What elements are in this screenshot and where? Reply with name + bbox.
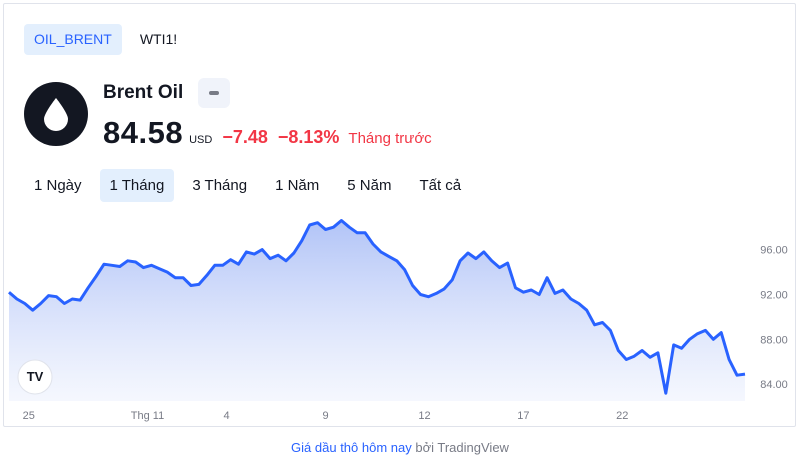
range-5y[interactable]: 5 Năm xyxy=(347,177,392,194)
y-tick-label: 88.00 xyxy=(760,334,788,346)
range-3m[interactable]: 3 Tháng xyxy=(192,177,248,194)
x-tick-label: Thg 11 xyxy=(131,410,164,422)
x-tick-label: 22 xyxy=(616,410,628,422)
price-line xyxy=(8,219,746,395)
instrument-name: Brent Oil xyxy=(103,82,184,103)
y-tick-label: 96.00 xyxy=(760,245,788,257)
y-tick-label: 92.00 xyxy=(760,289,788,301)
x-tick-label: 17 xyxy=(517,410,529,422)
oil-drop-icon xyxy=(24,82,88,146)
range-1d[interactable]: 1 Ngày xyxy=(34,177,82,194)
tab-oil-brent[interactable]: OIL_BRENT xyxy=(24,24,122,55)
price-area-fill xyxy=(9,220,745,401)
change-period: Tháng trước xyxy=(348,130,432,147)
attribution-link[interactable]: Giá dầu thô hôm nay xyxy=(291,440,412,455)
range-1y[interactable]: 1 Năm xyxy=(275,177,320,194)
x-tick-label: 9 xyxy=(322,410,328,422)
attribution: Giá dầu thô hôm nay bởi TradingView xyxy=(0,440,800,455)
price-change: −7.48 xyxy=(222,127,268,147)
range-all[interactable]: Tất cả xyxy=(419,177,462,194)
attribution-suffix: bởi TradingView xyxy=(415,440,509,455)
tab-wti[interactable]: WTI1! xyxy=(139,31,178,47)
x-tick-label: 4 xyxy=(224,410,230,422)
x-tick-label: 12 xyxy=(418,410,430,422)
minus-badge-icon xyxy=(198,78,230,108)
range-selector: 1 Ngày 1 Tháng 3 Tháng 1 Năm 5 Năm Tất c… xyxy=(24,169,471,202)
symbol-tabs: OIL_BRENT WTI1! xyxy=(24,24,187,55)
last-price: 84.58 xyxy=(103,115,184,150)
price-chart[interactable]: 96.00 92.00 88.00 84.00 25 Thg 11 4 9 12 17 22 TV xyxy=(4,4,796,427)
range-1m[interactable]: 1 Tháng xyxy=(99,169,175,202)
y-tick-label: 84.00 xyxy=(760,379,788,391)
tradingview-widget: OIL_BRENT WTI1! Brent Oil 84.58 USD −7.4… xyxy=(3,3,796,427)
currency-label: USD xyxy=(189,134,213,146)
tradingview-logo-icon[interactable]: TV xyxy=(17,359,53,395)
price-row: 84.58 USD −7.48 −8.13% Tháng trước xyxy=(103,115,432,151)
x-tick-label: 25 xyxy=(23,410,35,422)
price-change-percent: −8.13% xyxy=(277,127,340,147)
tradingview-logo-text: TV xyxy=(27,369,44,384)
